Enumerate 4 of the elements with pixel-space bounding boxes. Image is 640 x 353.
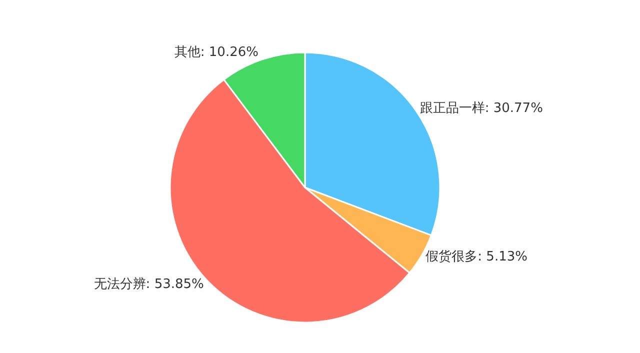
slice-label: 跟正品一样: 30.77%	[420, 100, 543, 116]
slice-label: 无法分辨: 53.85%	[94, 277, 204, 292]
slice-label: 其他: 10.26%	[174, 45, 258, 60]
slice-label: 假货很多: 5.13%	[426, 249, 528, 264]
